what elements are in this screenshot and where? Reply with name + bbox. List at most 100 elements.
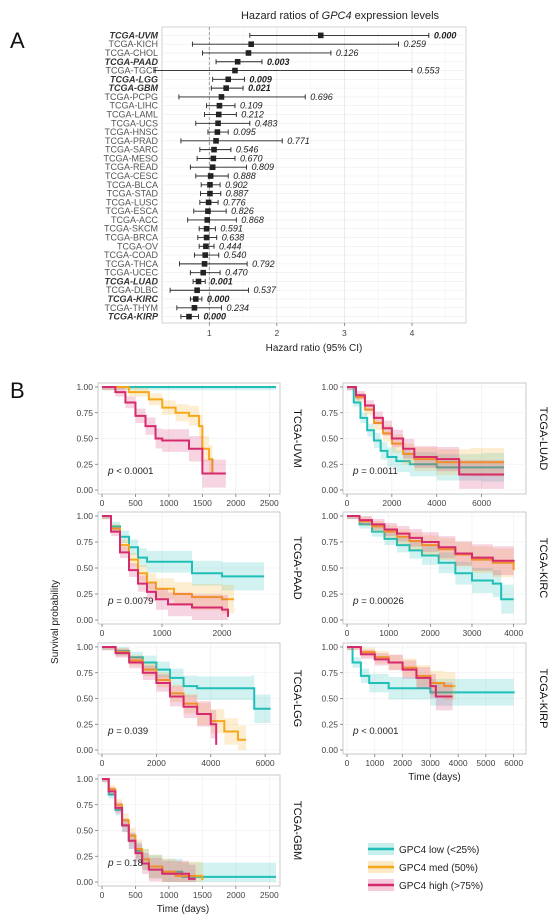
km-ytick-label: 0.50 [321, 434, 338, 444]
forest-hr-point [213, 138, 219, 144]
forest-hr-point [232, 67, 238, 74]
km-ytick-label: 0.00 [321, 485, 338, 495]
km-ytick-label: 1.00 [76, 382, 93, 392]
km-xtick-label: 1000 [159, 498, 178, 508]
forest-p-value: 0.638 [222, 233, 245, 243]
forest-p-value: 0.000 [434, 30, 457, 40]
km-xtick-label: 2000 [226, 498, 245, 508]
km-p-value: p = 0.00026 [352, 596, 404, 607]
forest-xtick-label: 1 [207, 328, 212, 338]
km-curve-high [102, 778, 196, 880]
km-xtick-label: 2000 [147, 758, 166, 768]
km-ytick-label: 0.75 [321, 668, 338, 678]
km-xtick-label: 500 [128, 498, 142, 508]
km-ytick-label: 0.00 [76, 745, 93, 755]
forest-row-label: TCGA-LUSC [106, 197, 159, 207]
km-strip-label: TCGA-KIRC [537, 538, 549, 599]
km-ci-band-med [102, 516, 234, 615]
km-ytick-label: 1.00 [76, 511, 93, 521]
forest-row-label: TCGA-SKCM [104, 224, 158, 234]
km-ytick-label: 1.00 [321, 511, 338, 521]
km-xtick-label: 2000 [213, 628, 232, 638]
km-xtick-label: 4000 [449, 758, 468, 768]
km-curve-high [102, 646, 218, 745]
forest-p-value: 0.003 [267, 57, 290, 67]
forest-xlabel: Hazard ratio (95% CI) [266, 343, 363, 354]
km-ci-band-high [347, 387, 505, 490]
km-ytick-label: 0.00 [321, 745, 338, 755]
km-curve-high [102, 386, 226, 475]
km-plot-tcga-uvm: 0.00 0.25 0.50 0.75 1.00 0 500 1000 1500 2000 2500… [76, 382, 303, 508]
km-strip-label: TCGA-GBM [291, 801, 303, 860]
km-curve-low [102, 515, 264, 578]
forest-row-label: TCGA-THYM [105, 303, 159, 313]
km-xtick-label: 6000 [256, 758, 275, 768]
forest-p-value: 0.771 [287, 136, 310, 146]
km-ytick-label: 0.25 [76, 589, 93, 599]
forest-hr-point [215, 111, 222, 118]
forest-hr-point [245, 50, 252, 56]
forest-hr-point [205, 208, 211, 214]
forest-p-value: 0.259 [403, 39, 426, 49]
forest-hr-point [214, 129, 221, 135]
forest-p-value: 0.109 [240, 101, 263, 111]
forest-p-value: 0.888 [233, 171, 256, 181]
forest-row-label: TCGA-KIRP [108, 312, 159, 322]
km-ytick-label: 0.00 [321, 615, 338, 625]
km-ytick-label: 1.00 [76, 774, 93, 784]
km-ytick-label: 0.75 [321, 537, 338, 547]
forest-row-label: TCGA-UVM [110, 30, 159, 40]
forest-p-value: 0.537 [253, 285, 277, 295]
forest-row-label: TCGA-UCS [111, 118, 158, 128]
forest-plot: 1 2 3 4 TCGA-UVM 0.000 TCGA-KICH 0.259 TCGA-CHOL… [103, 26, 467, 338]
km-ci-band-low [347, 516, 514, 615]
km-curve-high [102, 515, 229, 617]
forest-row-label: TCGA-KICH [109, 39, 159, 49]
km-ytick-label: 0.25 [321, 589, 338, 599]
forest-p-value: 0.792 [252, 259, 275, 269]
km-ytick-label: 0.50 [76, 826, 93, 836]
km-panels: 0.00 0.25 0.50 0.75 1.00 0 500 1000 1500 2000 2500… [76, 382, 549, 900]
km-ytick-label: 0.50 [321, 694, 338, 704]
forest-xtick-label: 3 [342, 328, 347, 338]
km-xtick-label: 2000 [393, 758, 412, 768]
km-xtick-label: 2000 [382, 498, 401, 508]
forest-row-label: TCGA-UCEC [105, 268, 159, 278]
km-ci-band-med [347, 516, 514, 586]
km-curve-high [347, 386, 505, 476]
km-ytick-label: 0.75 [76, 537, 93, 547]
km-xtick-label: 0 [100, 890, 105, 900]
forest-p-value: 0.868 [241, 215, 264, 225]
km-xtick-label: 2000 [226, 890, 245, 900]
km-xtick-label: 2500 [260, 498, 279, 508]
km-xtick-label: 6000 [504, 758, 523, 768]
forest-p-value: 0.696 [310, 92, 333, 102]
km-xtick-label: 0 [100, 758, 105, 768]
forest-row-label: TCGA-COAD [104, 250, 159, 260]
forest-row-label: TCGA-OV [117, 241, 158, 251]
forest-hr-point [201, 261, 208, 267]
km-ytick-label: 0.50 [321, 563, 338, 573]
forest-row-label: TCGA-SARC [105, 145, 159, 155]
forest-p-value: 0.902 [225, 180, 248, 190]
forest-hr-point [192, 296, 199, 302]
forest-p-value: 0.470 [225, 268, 248, 278]
km-xtick-label: 4000 [427, 498, 446, 508]
forest-hr-point [191, 305, 198, 311]
legend-label-low: GPC4 low (<25%) [399, 845, 479, 856]
forest-hr-point [218, 94, 225, 100]
legend-label-med: GPC4 med (50%) [399, 863, 478, 874]
km-plot-tcga-gbm: 0.00 0.25 0.50 0.75 1.00 0 500 1000 1500 2000 2500… [76, 774, 303, 900]
km-xtick-label: 1000 [365, 758, 384, 768]
forest-row-label: TCGA-HNSC [105, 127, 159, 137]
forest-hr-point [203, 243, 209, 250]
km-p-value: p = 0.039 [107, 726, 148, 737]
forest-p-value: 0.553 [417, 66, 440, 76]
forest-p-value: 0.546 [236, 145, 259, 155]
km-p-value: p = 0.0079 [107, 596, 153, 607]
forest-p-value: 0.001 [210, 276, 233, 286]
forest-row-label: TCGA-ESCA [105, 206, 158, 216]
forest-hr-point [216, 102, 223, 109]
km-xtick-label: 6000 [472, 498, 491, 508]
